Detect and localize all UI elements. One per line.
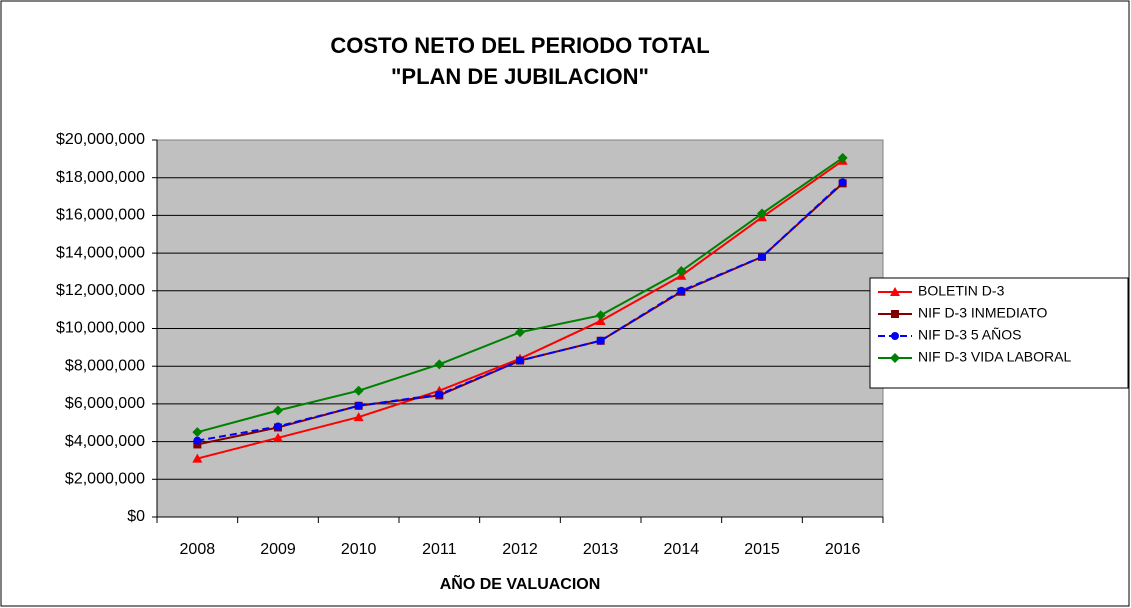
x-tick-label: 2010	[341, 541, 377, 558]
marker	[354, 401, 363, 410]
legend-label: NIF D-3 INMEDIATO	[918, 305, 1047, 321]
marker	[353, 412, 364, 422]
marker	[890, 287, 900, 296]
marker	[192, 427, 203, 438]
y-tick-label: $6,000,000	[65, 395, 145, 412]
marker	[890, 353, 900, 363]
marker	[434, 359, 445, 370]
marker	[676, 266, 687, 277]
y-tick-label: $2,000,000	[65, 471, 145, 488]
x-tick-label: 2015	[744, 541, 780, 558]
marker	[516, 356, 524, 365]
y-tick-label: $20,000,000	[56, 131, 145, 148]
legend-label: NIF D-3 VIDA LABORAL	[918, 349, 1071, 365]
marker	[595, 310, 606, 321]
marker	[515, 327, 525, 338]
y-tick-label: $0	[127, 508, 145, 525]
marker	[891, 310, 899, 318]
y-tick-label: $12,000,000	[56, 282, 145, 299]
legend-label: BOLETIN D-3	[918, 283, 1005, 299]
marker	[193, 436, 202, 445]
legend-box	[869, 277, 1129, 389]
x-tick-label: 2009	[260, 541, 296, 558]
x-tick-label: 2008	[180, 541, 216, 558]
marker	[838, 178, 847, 187]
marker	[274, 422, 282, 431]
legend-label: NIF D-3 5 AÑOS	[918, 327, 1021, 343]
x-tick-label: 2011	[422, 541, 457, 558]
x-tick-label: 2014	[664, 541, 700, 558]
chart-title: COSTO NETO DEL PERIODO TOTAL	[330, 33, 709, 58]
y-tick-label: $16,000,000	[56, 207, 145, 224]
y-tick-label: $18,000,000	[56, 169, 145, 186]
x-tick-label: 2013	[583, 541, 619, 558]
x-tick-label: 2012	[502, 541, 538, 558]
marker	[596, 336, 605, 345]
y-tick-label: $4,000,000	[65, 433, 145, 450]
y-tick-label: $14,000,000	[56, 244, 145, 261]
marker	[757, 208, 767, 219]
x-tick-label: 2016	[825, 541, 861, 558]
chart-subtitle: "PLAN DE JUBILACION"	[391, 64, 649, 89]
marker	[273, 432, 283, 442]
x-axis-title: AÑO DE VALUACION	[440, 573, 601, 593]
marker	[758, 252, 766, 261]
marker	[595, 315, 606, 325]
marker	[273, 405, 283, 416]
marker	[891, 332, 899, 340]
marker	[677, 286, 686, 295]
marker	[435, 390, 444, 399]
y-tick-label: $8,000,000	[65, 357, 145, 374]
y-tick-label: $10,000,000	[56, 320, 145, 337]
marker	[837, 152, 848, 163]
marker	[353, 385, 364, 396]
marker	[192, 453, 203, 463]
